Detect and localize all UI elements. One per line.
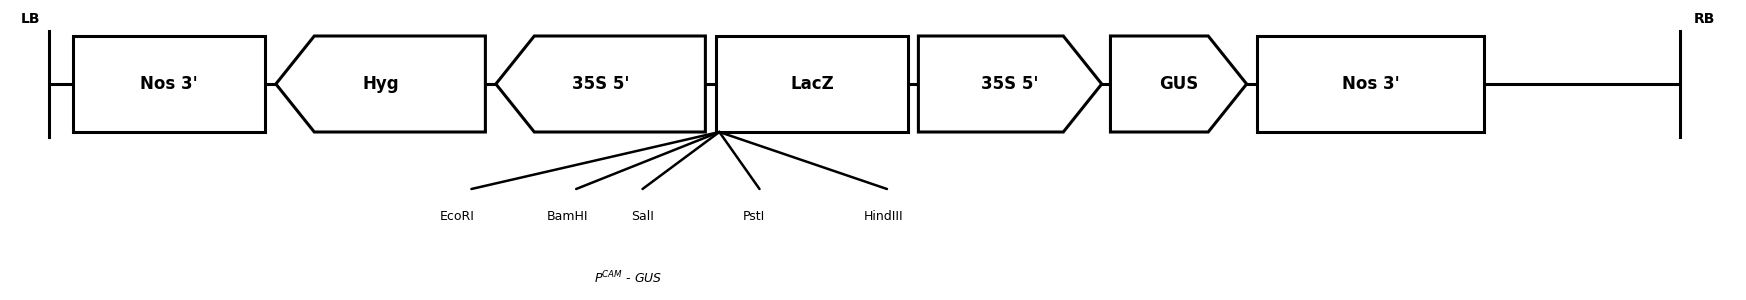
Text: GUS: GUS <box>1159 75 1198 93</box>
Text: LB: LB <box>21 12 40 26</box>
Text: SalI: SalI <box>630 210 655 223</box>
Polygon shape <box>1110 36 1247 132</box>
Bar <box>716 36 908 132</box>
Text: LacZ: LacZ <box>789 75 835 93</box>
Polygon shape <box>276 36 485 132</box>
Bar <box>1257 36 1484 132</box>
Text: HindIII: HindIII <box>864 210 903 223</box>
Polygon shape <box>496 36 705 132</box>
Text: 35S 5': 35S 5' <box>573 75 629 93</box>
Text: Nos 3': Nos 3' <box>140 75 199 93</box>
Text: Nos 3': Nos 3' <box>1341 75 1400 93</box>
Text: RB: RB <box>1694 12 1715 26</box>
Bar <box>73 36 265 132</box>
Polygon shape <box>918 36 1102 132</box>
Text: PstI: PstI <box>744 210 765 223</box>
Text: EcoRI: EcoRI <box>440 210 475 223</box>
Text: Hyg: Hyg <box>363 75 398 93</box>
Text: 35S 5': 35S 5' <box>981 75 1039 93</box>
Text: P$^{CAM}$ - GUS: P$^{CAM}$ - GUS <box>594 270 663 286</box>
Text: BamHI: BamHI <box>546 210 588 223</box>
